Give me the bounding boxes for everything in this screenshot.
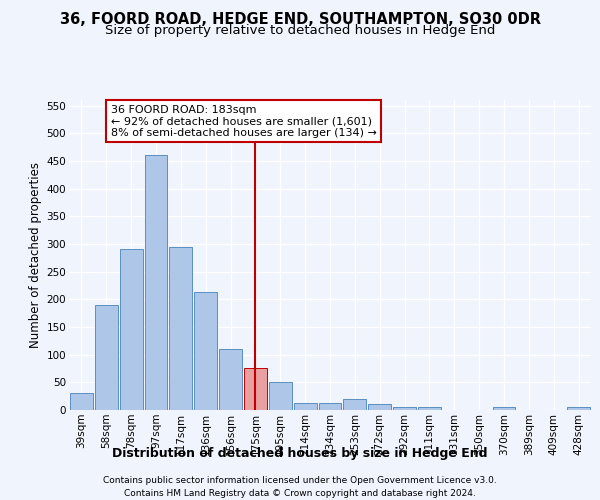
Text: Size of property relative to detached houses in Hedge End: Size of property relative to detached ho… (105, 24, 495, 37)
Bar (120, 250, 143, 410)
Text: Contains HM Land Registry data © Crown copyright and database right 2024.: Contains HM Land Registry data © Crown c… (124, 489, 476, 498)
Bar (194, 292, 217, 410)
Bar (145, 156, 167, 410)
Bar (219, 349, 242, 410)
Text: 36 FOORD ROAD: 183sqm
← 92% of detached houses are smaller (1,601)
8% of semi-de: 36 FOORD ROAD: 183sqm ← 92% of detached … (111, 104, 377, 138)
Y-axis label: Number of detached properties: Number of detached properties (29, 162, 43, 348)
Bar (343, 399, 366, 410)
Bar (95, 305, 118, 410)
Bar (169, 246, 192, 410)
Text: Contains public sector information licensed under the Open Government Licence v3: Contains public sector information licen… (103, 476, 497, 485)
Bar (493, 407, 515, 410)
Bar (244, 368, 267, 410)
Text: 36, FOORD ROAD, HEDGE END, SOUTHAMPTON, SO30 0DR: 36, FOORD ROAD, HEDGE END, SOUTHAMPTON, … (59, 12, 541, 28)
Bar (70, 394, 93, 410)
Bar (567, 407, 590, 410)
Text: Distribution of detached houses by size in Hedge End: Distribution of detached houses by size … (112, 448, 488, 460)
Bar (319, 403, 341, 410)
Bar (418, 407, 441, 410)
Bar (294, 403, 317, 410)
Bar (368, 404, 391, 410)
Bar (393, 407, 416, 410)
Bar (269, 382, 292, 410)
